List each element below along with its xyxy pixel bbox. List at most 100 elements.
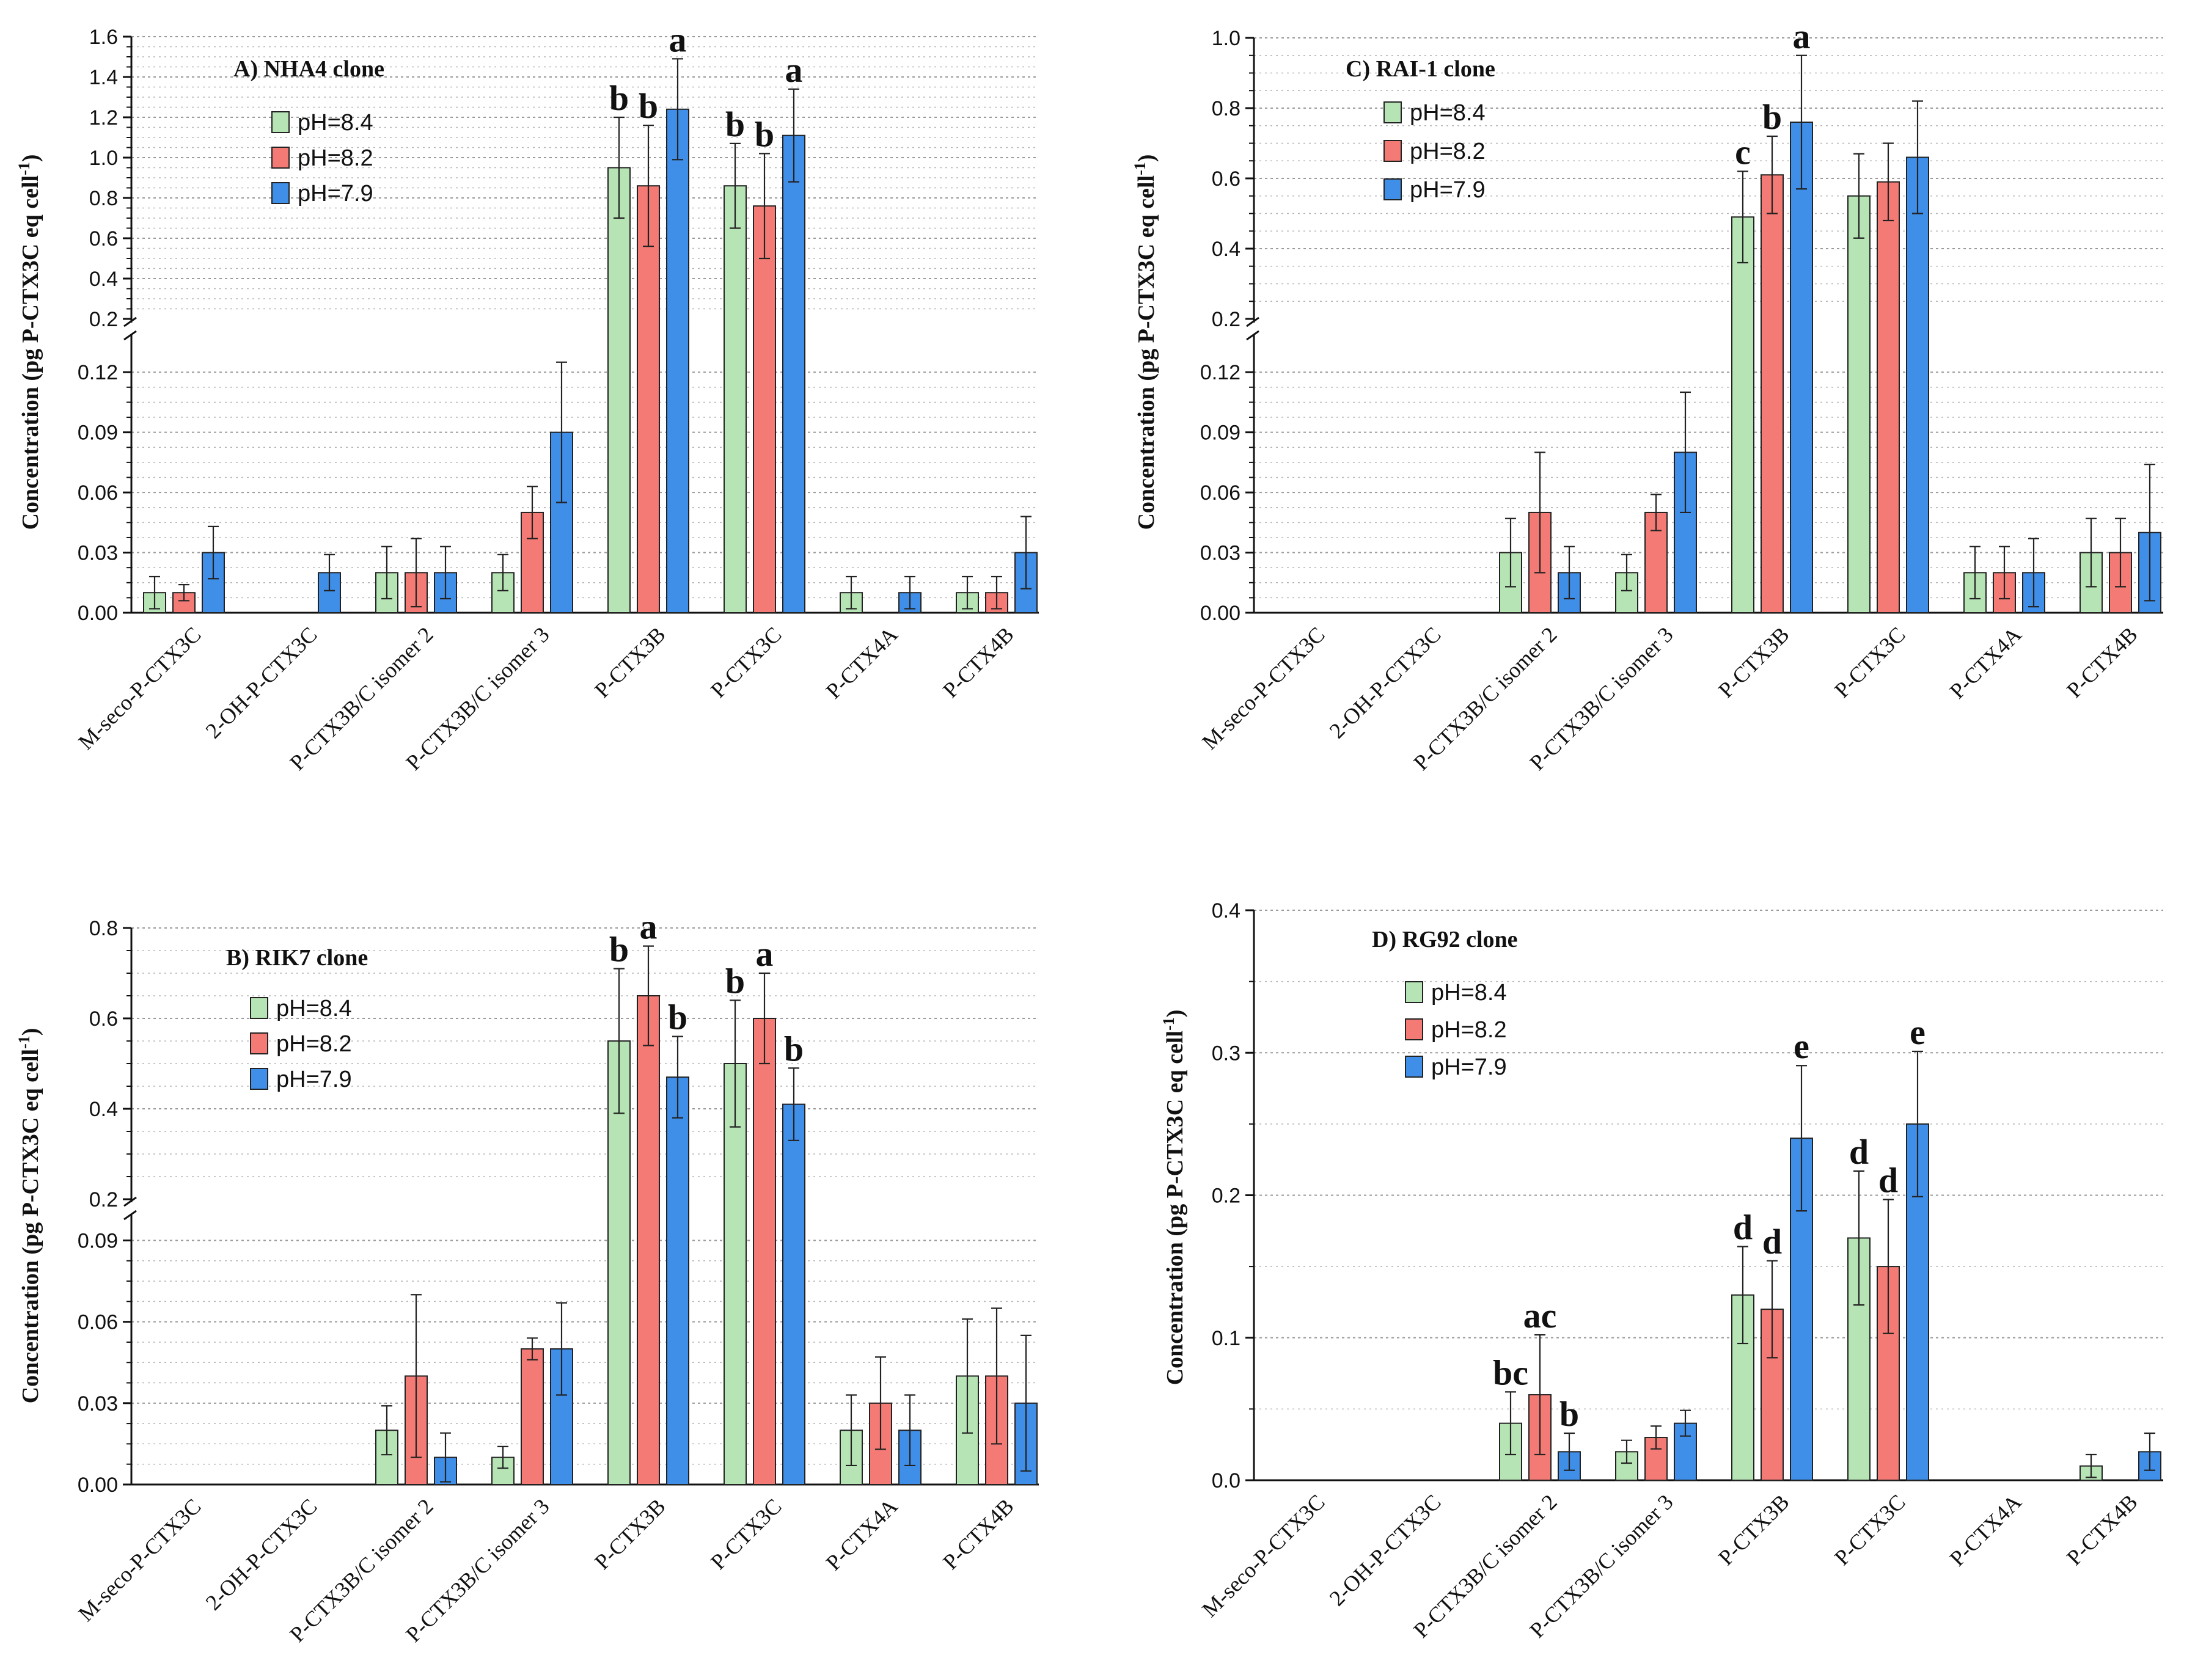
bar [1906,156,1929,613]
x-tick-label: P-CTX3C [1830,622,1910,703]
bar [753,1018,776,1485]
significance-letter: a [669,20,687,59]
axis-break-mark [123,1196,137,1207]
legend-label: pH=7.9 [298,181,373,206]
chart-title: D) RG92 clone [1372,927,1518,952]
y-axis-label: Concentration (pg P-CTX3C eq cell-1) [15,155,44,530]
legend-swatch [1405,1056,1423,1078]
x-tick-label: M-seco-P-CTX3C [1197,622,1329,754]
y-tick-label: 0.09 [78,1230,118,1253]
bar [782,134,805,613]
legend-label: pH=7.9 [276,1067,352,1092]
legend-swatch [250,1068,268,1090]
significance-letter: a [640,907,658,947]
bar [1847,195,1871,613]
x-tick-label: P-CTX4B [2062,1489,2142,1570]
y-tick-label: 1.2 [89,106,118,130]
significance-letter: b [784,1029,804,1068]
y-tick-label: 0.2 [1212,1185,1240,1208]
significance-letter: d [1849,1132,1869,1172]
significance-letter: b [725,961,745,1001]
bar [666,108,689,614]
bar [666,1076,689,1485]
significance-letter: b [755,114,774,154]
chart-C: 0.00 0.03 0.06 0.09 0.12 0.2 0.4 0.6 0.8 1.0 M-sec… [1131,16,2163,775]
x-tick-label: P-CTX3C [706,1494,786,1574]
x-tick-label: 2-OH-P-CTX3C [1325,622,1446,743]
significance-letter: b [725,104,745,144]
axis-break-mark [1246,316,1259,327]
y-tick-label: 0.4 [89,268,118,291]
x-tick-label: P-CTX3B [1713,622,1794,703]
legend-swatch [1383,178,1402,200]
x-tick-label: 2-OH-P-CTX3C [201,1494,322,1615]
y-axis-label: Concentration (pg P-CTX3C eq cell-1) [15,1028,44,1404]
y-tick-label: 0.03 [1200,542,1240,565]
y-tick-label: 0.09 [1200,422,1240,445]
x-tick-label: 2-OH-P-CTX3C [1325,1489,1446,1610]
y-tick-label: 0.4 [1212,899,1240,922]
y-tick-label: 0.03 [78,1392,118,1415]
legend-label: pH=8.4 [1410,100,1486,126]
y-tick-label: 0.4 [89,1098,118,1121]
legend-swatch [250,997,268,1019]
y-tick-label: 0.8 [89,187,118,210]
y-tick-label: 0.8 [89,917,118,940]
axis-break-mark [123,316,137,327]
significance-letter: e [1910,1012,1926,1052]
y-tick-label: 1.4 [89,66,118,89]
legend-swatch [271,182,290,204]
significance-letter: a [785,50,803,90]
bar [607,1040,631,1485]
significance-letter: d [1733,1207,1753,1247]
y-tick-label: 1.0 [1212,27,1240,50]
y-tick-label: 0.2 [89,1188,118,1211]
x-tick-label: P-CTX4A [821,1494,903,1575]
legend-label: pH=7.9 [1431,1054,1507,1080]
x-tick-label: P-CTX3B [1713,1489,1794,1570]
x-tick-label: P-CTX3C [706,622,786,703]
axis-break-mark [1246,330,1259,341]
significance-letter: b [609,930,629,970]
bar [782,1103,805,1485]
y-tick-label: 0.1 [1212,1327,1240,1350]
y-tick-label: 1.6 [89,26,118,49]
significance-letter: a [1793,16,1811,56]
y-tick-label: 0.8 [1212,97,1240,120]
significance-letter: b [639,86,658,126]
chart-D: 0.0 0.1 0.2 0.3 0.4 M-seco-P-CTX3C2-OH-P-CTX3… [1160,899,2163,1643]
significance-letter: b [1559,1394,1579,1434]
y-axis-label: Concentration (pg P-CTX3C eq cell-1) [1160,1010,1189,1386]
bar [1761,174,1784,613]
y-tick-label: 0.06 [78,1311,118,1334]
legend-label: pH=8.4 [276,996,352,1021]
y-tick-label: 0.00 [78,602,118,625]
y-tick-label: 0.3 [1212,1042,1240,1065]
significance-letter: e [1794,1026,1809,1066]
x-tick-label: P-CTX4B [938,622,1019,703]
bar [1877,181,1900,613]
significance-letter: d [1762,1222,1782,1262]
legend-label: pH=8.2 [1431,1017,1507,1043]
bar [607,167,631,613]
axis-break-mark [123,330,137,341]
chart-A: 0.00 0.03 0.06 0.09 0.12 0.2 0.4 0.6 0.8 1.0 1.2 1.… [15,20,1039,775]
significance-letter: b [1762,97,1782,137]
significance-letter: a [756,934,774,974]
x-tick-label: P-CTX4A [821,622,903,703]
legend-swatch [1383,101,1402,123]
significance-letter: d [1878,1160,1898,1200]
y-tick-label: 0.06 [1200,481,1240,505]
x-tick-label: P-CTX3B [590,1494,670,1574]
legend-label: pH=8.4 [1431,980,1507,1006]
x-tick-label: 2-OH-P-CTX3C [201,622,322,743]
y-tick-label: 0.03 [78,542,118,565]
bar [724,185,747,613]
x-tick-label: P-CTX4B [938,1494,1019,1574]
y-tick-label: 0.06 [78,481,118,505]
legend-label: pH=8.2 [276,1031,352,1057]
y-tick-label: 0.0 [1212,1469,1240,1492]
x-tick-label: P-CTX4A [1945,622,2026,703]
chart-title: A) NHA4 clone [233,56,384,82]
